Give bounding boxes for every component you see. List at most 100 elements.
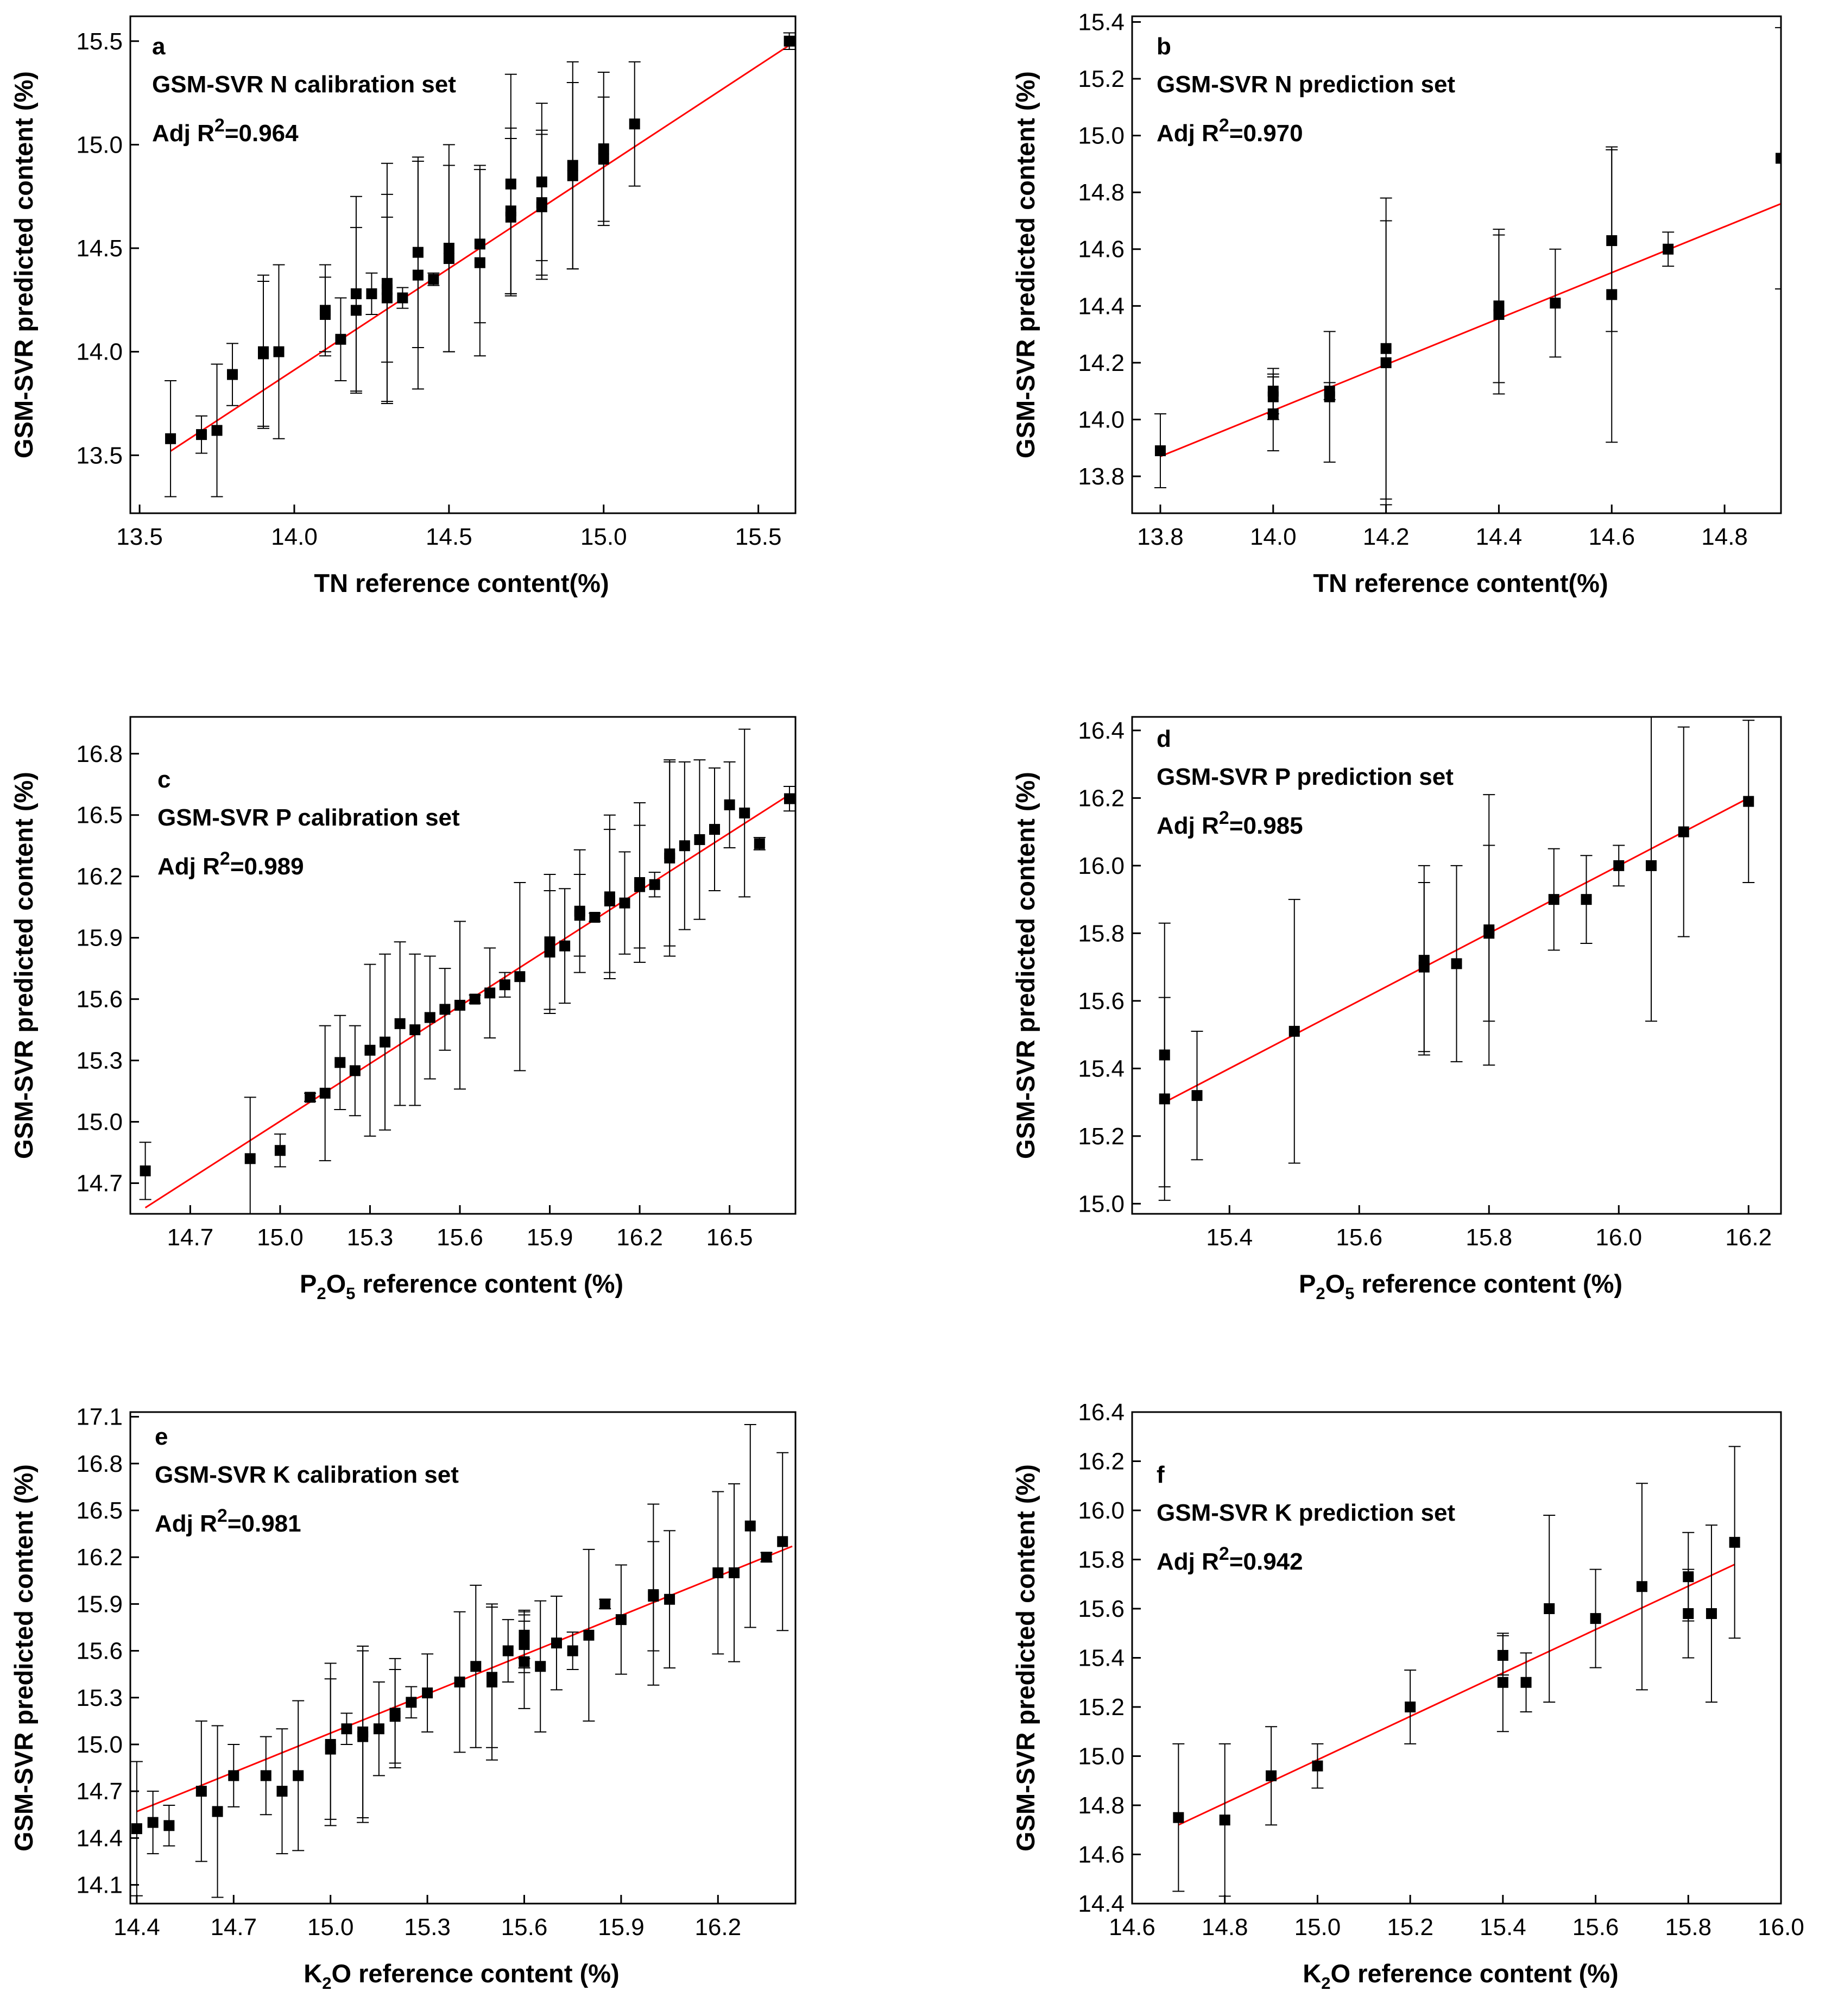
x-axis-label: K2O reference content (%): [304, 1959, 619, 1993]
y-tick-label: 15.2: [1078, 1123, 1125, 1150]
x-tick-label: 15.0: [1294, 1914, 1341, 1941]
data-point: [334, 1057, 346, 1068]
data-point: [454, 999, 465, 1011]
data-point: [1493, 309, 1505, 320]
x-axis-label-text: reference content (%): [355, 1269, 623, 1298]
data-point: [147, 1817, 159, 1828]
y-tick-label: 16.5: [76, 802, 123, 829]
data-point: [1497, 1677, 1508, 1688]
data-point: [1678, 826, 1689, 837]
data-point: [1324, 391, 1335, 402]
x-axis-label: TN reference content(%): [1313, 569, 1608, 597]
y-tick-label: 15.4: [1078, 1055, 1125, 1082]
adj-r2-prefix: Adj R: [155, 1510, 217, 1537]
data-point: [470, 1661, 482, 1672]
x-tick-label: 14.6: [1109, 1914, 1155, 1941]
x-axis-label-subscript: 2: [322, 1974, 331, 1993]
x-tick-label: 15.6: [501, 1914, 548, 1941]
x-tick-label: 15.6: [1336, 1224, 1382, 1251]
x-axis-label-text: O: [1325, 1269, 1346, 1298]
data-point: [389, 1711, 401, 1722]
x-tick-label: 15.2: [1387, 1914, 1433, 1941]
y-tick-label: 14.0: [76, 339, 123, 366]
x-tick-label: 15.0: [257, 1224, 304, 1251]
x-tick-label: 15.9: [527, 1224, 573, 1251]
data-point: [1683, 1608, 1694, 1620]
y-tick-label: 14.6: [1078, 1842, 1125, 1868]
data-point: [366, 288, 377, 299]
data-point: [1267, 408, 1279, 419]
y-tick-label: 16.0: [1078, 853, 1125, 879]
y-tick-label: 15.6: [1078, 988, 1125, 1015]
panel-letter: f: [1157, 1461, 1165, 1488]
data-point: [469, 993, 481, 1005]
x-tick-label: 16.2: [1725, 1224, 1772, 1251]
x-axis-label-text: P: [300, 1269, 317, 1298]
data-point: [551, 1637, 562, 1649]
y-axis-label: GSM-SVR predicted content (%): [9, 772, 38, 1159]
y-axis-label: GSM-SVR predicted content (%): [9, 71, 38, 458]
data-point: [559, 940, 571, 952]
x-tick-label: 14.8: [1202, 1914, 1248, 1941]
x-axis-label: P2O5 reference content (%): [1299, 1269, 1622, 1303]
data-point: [412, 269, 424, 281]
x-axis-label-subscript: 5: [1345, 1284, 1354, 1303]
data-point: [1776, 153, 1781, 164]
data-layer: [1154, 27, 1781, 506]
y-tick-label: 15.9: [76, 925, 123, 952]
data-point: [1581, 894, 1592, 905]
panel-a: 13.5 14.0 14.5 15.0 15.5 13.5 14.0 14.5 15.0 15.5…: [9, 15, 797, 597]
plot-frame: [129, 1411, 797, 1905]
y-tick-label: 15.2: [1078, 66, 1125, 92]
data-point: [1613, 860, 1625, 871]
adj-r2-value: =0.985: [1229, 812, 1303, 839]
plot-frame: [1131, 716, 1782, 1215]
data-point: [777, 1536, 788, 1547]
y-tick-label: 15.3: [76, 1048, 123, 1074]
y-tick-label: 16.5: [76, 1497, 123, 1524]
y-tick-label: 15.0: [76, 131, 123, 158]
panel-b: 13.8 14.0 14.2 14.4 14.6 14.8 13.8 14.0 14.2 14.4…: [1011, 9, 1782, 597]
y-tick-label: 15.9: [76, 1591, 123, 1617]
data-layer: [130, 1423, 793, 1898]
x-axis-label: K2O reference content (%): [1303, 1959, 1618, 1993]
y-tick-label: 16.4: [1078, 717, 1125, 744]
data-point: [1606, 289, 1618, 300]
panel-e: 14.4 14.7 15.0 15.3 15.6 15.9 16.2 14.1 14.4 14.7…: [9, 1404, 797, 1993]
panel-letter: c: [157, 766, 170, 793]
y-tick-label: 16.0: [1078, 1497, 1125, 1524]
y-tick-label: 15.0: [1078, 1743, 1125, 1770]
data-point: [1154, 445, 1166, 456]
x-tick-label: 14.2: [1363, 524, 1410, 550]
data-point: [729, 1567, 740, 1578]
data-point: [567, 1645, 578, 1656]
data-point: [1405, 1702, 1416, 1712]
y-tick-label: 15.8: [1078, 1547, 1125, 1573]
data-point: [1483, 928, 1495, 939]
data-point: [305, 1092, 316, 1103]
y-tick-label: 13.5: [76, 442, 123, 469]
x-tick-label: 15.8: [1466, 1224, 1512, 1251]
data-point: [724, 799, 735, 810]
x-tick-label: 14.6: [1588, 524, 1635, 550]
y-tick-label: 14.8: [1078, 179, 1125, 206]
y-tick-label: 14.4: [76, 1825, 123, 1851]
data-point: [319, 309, 331, 320]
data-point: [196, 429, 207, 440]
panel-letter: a: [152, 33, 166, 60]
x-tick-label: 16.5: [706, 1224, 753, 1251]
data-point: [598, 154, 609, 165]
data-point: [293, 1770, 304, 1781]
panel-title: GSM-SVR P calibration set: [157, 804, 460, 831]
data-point: [258, 348, 269, 360]
y-tick-label: 14.5: [76, 235, 123, 262]
x-tick-label: 13.8: [1137, 524, 1184, 550]
data-point: [409, 1024, 421, 1036]
data-point: [1191, 1090, 1203, 1101]
x-axis-label-text: TN reference content(%): [314, 569, 609, 597]
data-point: [634, 881, 646, 892]
x-tick-label: 15.3: [347, 1224, 394, 1251]
data-point: [1266, 1770, 1277, 1781]
adj-r2-label: Adj R2=0.985: [1157, 808, 1303, 839]
x-tick-label: 15.0: [307, 1914, 354, 1941]
